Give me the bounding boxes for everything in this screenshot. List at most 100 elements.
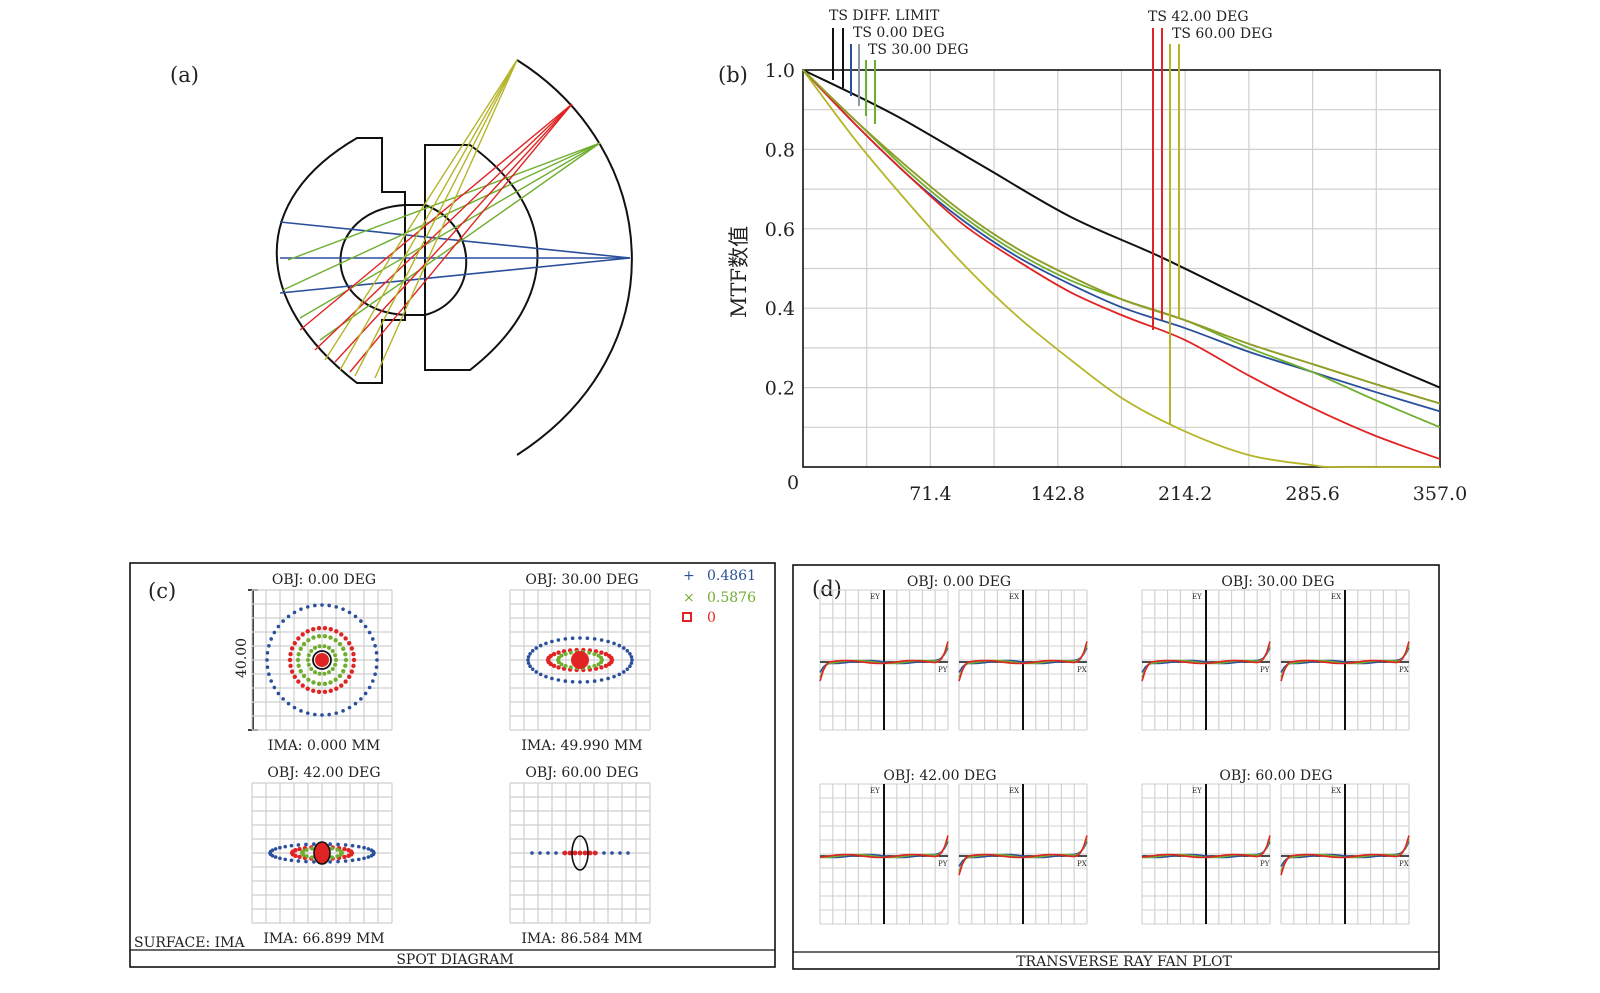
spot-dot [371,849,376,854]
spot-core [571,651,589,669]
spot-dot [304,854,309,859]
spot-dot [554,851,558,855]
fan-plots: OBJ: 0.00 DEG EY PY EX PX OBJ: 30.00 DEG EY PY E… [819,574,1410,925]
spot-dot [625,649,630,653]
fan-obj-label: OBJ: 30.00 DEG [1221,574,1334,590]
spot-dot [341,646,346,652]
spot-dot [628,652,632,656]
fan-axis-label: EY [870,787,880,795]
spot-dot [342,854,347,860]
spot-dot [629,661,634,665]
spot-dot [309,649,314,654]
spot-dot [366,855,371,859]
spot-dot [281,619,285,623]
spot-dot [341,709,345,713]
spot-core [313,841,331,865]
spot-dot [599,638,604,642]
spot-dot [375,658,379,662]
spot-dot [334,605,339,609]
airy-disk [571,835,589,871]
mtf-plot-frame [802,69,1441,468]
spot-dot [353,614,358,619]
spot-dot [556,665,561,670]
spot-dot [334,658,338,662]
fan-obj-label: OBJ: 0.00 DEG [907,574,1011,590]
spot-dot [283,857,288,862]
spot-dot [328,680,333,685]
lens-element-inner [339,204,406,316]
spot-dot [316,625,322,631]
mtf-series-line-2 [802,69,1441,429]
fan-axis-label: EX [1331,593,1341,601]
spot-dot [296,859,301,863]
spot-dot [374,665,379,669]
mtf-series-line-0 [802,69,1441,389]
fan-curve [1141,835,1271,859]
spot-dot [612,641,616,646]
spot-dot [343,663,348,668]
spot-dot [353,701,358,706]
spot-dot [538,851,542,855]
spot-dot [343,657,349,663]
fan-plot-group: OBJ: 60.00 DEG EY PY EX PX [1141,768,1410,925]
fan-obj-label: OBJ: 60.00 DEG [1219,768,1332,784]
spot-dot [306,658,310,662]
lens-element-center [405,204,468,316]
spot-dot [310,855,314,860]
spot-dot [356,844,361,849]
spot-dot [599,665,604,670]
spot-dot [317,671,322,676]
legend-symbol-cross: × [683,590,695,606]
spot-dot [363,624,368,629]
fan-axis-label: PX [1399,860,1409,868]
spot-dot [618,851,622,855]
spot-dot [316,689,322,695]
spot-dot [544,641,548,646]
spot-dot [556,638,561,642]
spot-dot [369,853,374,858]
spot-dot [617,672,622,677]
spot-dot [609,655,614,661]
fan-axis-label: PX [1399,666,1409,674]
spot-dot [293,848,298,853]
spot-dot [629,655,634,659]
spot-dot [534,670,539,674]
spot-dot [610,851,614,855]
spot-dot [328,635,333,640]
spot-dot [269,637,273,641]
fan-axis-label: PX [1077,860,1087,868]
spot-dot [312,860,316,864]
panel-b-mtf-chart: (b) 0 71.4 142.8 214.2 285.6 357.0 0.2 0.4 0.6 0.… [718,8,1467,505]
panel-a-lens-layout: (a) [170,59,633,456]
mtf-y-axis-label: MTF数值 [727,226,751,318]
spot-dot [286,614,291,619]
spot-dot [299,607,303,611]
spot-dot [528,664,532,668]
spot-dot [350,858,355,863]
panel-d-ray-fan: (d) TRANSVERSE RAY FAN PLOT OBJ: 0.00 DE… [792,564,1440,970]
spot-dot [334,629,339,634]
spot-dot [311,688,316,693]
spot-dot [371,679,375,683]
spot-dot [316,633,322,639]
mtf-x-tick-label: 0 [787,472,799,494]
mtf-series-layer [802,69,1441,469]
spot-dot [341,668,346,674]
mtf-series-line-6 [802,69,1441,405]
spot-dot [374,651,379,655]
spot-dot [334,686,339,691]
mtf-y-tick-label: 0.2 [765,378,795,400]
fan-axis-label: EX [1009,787,1019,795]
spot-dot [528,652,532,656]
spot-dot [572,850,578,856]
spot-dot [559,653,564,658]
spot-obj-label: OBJ: 60.00 DEG [525,765,638,781]
spot-dot [568,665,573,670]
spot-dot [295,657,301,663]
spot-dot [327,670,331,675]
spot-dot [592,637,597,641]
mtf-legend-label: TS DIFF. LIMIT [829,8,940,24]
spot-dot [320,713,324,717]
mtf-x-tick-label: 214.2 [1158,483,1212,505]
